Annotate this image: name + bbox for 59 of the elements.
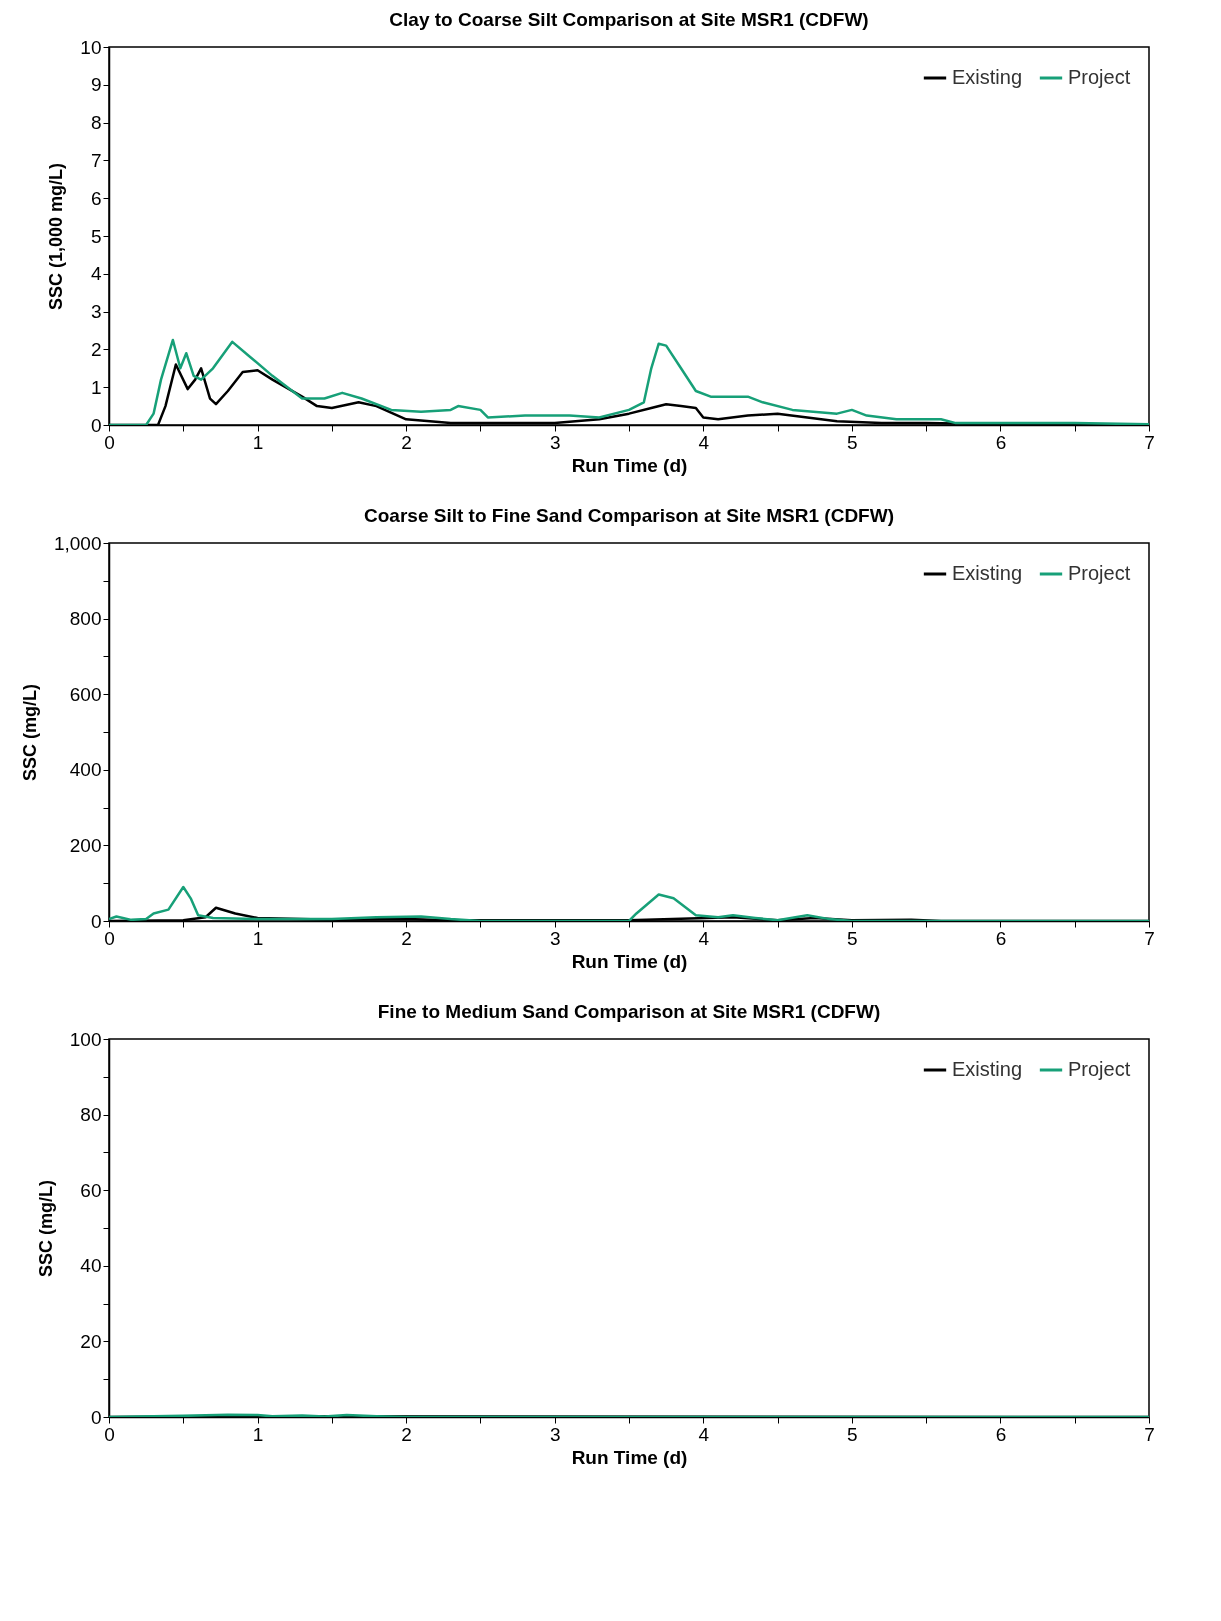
x-tick-label: 2 bbox=[401, 1423, 412, 1445]
x-tick-label: 1 bbox=[252, 1423, 264, 1445]
x-tick-label: 4 bbox=[698, 927, 710, 949]
x-tick-label: 3 bbox=[549, 431, 561, 453]
legend-label: Project bbox=[1068, 1058, 1131, 1080]
legend-label: Existing bbox=[952, 66, 1023, 88]
y-tick-label: 80 bbox=[80, 1104, 102, 1126]
x-tick-label: 4 bbox=[698, 431, 710, 453]
legend-label: Project bbox=[1068, 562, 1131, 584]
x-tick-label: 1 bbox=[252, 927, 264, 949]
legend-label: Project bbox=[1068, 66, 1131, 88]
y-tick-label: 5 bbox=[90, 225, 102, 247]
legend-label: Existing bbox=[952, 562, 1023, 584]
y-tick-label: 600 bbox=[69, 683, 102, 705]
x-tick-label: 6 bbox=[995, 1423, 1007, 1445]
x-tick-label: 1 bbox=[252, 431, 264, 453]
y-tick-label: 100 bbox=[69, 1028, 102, 1050]
y-tick-label: 10 bbox=[80, 36, 102, 58]
x-tick-label: 7 bbox=[1144, 927, 1155, 949]
y-tick-label: 0 bbox=[90, 414, 102, 436]
legend-label: Existing bbox=[952, 1058, 1023, 1080]
y-tick-label: 1,000 bbox=[53, 532, 102, 554]
x-tick-label: 6 bbox=[995, 431, 1007, 453]
chart-title: Fine to Medium Sand Comparison at Site MSR1 (CDFW) bbox=[377, 1001, 881, 1022]
x-axis-title: Run Time (d) bbox=[571, 1446, 688, 1468]
x-tick-label: 4 bbox=[698, 1423, 710, 1445]
y-tick-label: 3 bbox=[90, 301, 102, 323]
y-tick-label: 8 bbox=[90, 112, 102, 134]
x-tick-label: 2 bbox=[401, 431, 412, 453]
y-tick-label: 60 bbox=[80, 1179, 102, 1201]
y-tick-label: 6 bbox=[90, 187, 102, 209]
x-axis-title: Run Time (d) bbox=[571, 950, 688, 972]
y-tick-label: 9 bbox=[90, 74, 102, 96]
x-tick-label: 5 bbox=[847, 927, 858, 949]
y-tick-label: 4 bbox=[90, 263, 102, 285]
y-tick-label: 400 bbox=[69, 759, 102, 781]
y-tick-label: 0 bbox=[90, 1406, 102, 1428]
x-tick-label: 7 bbox=[1144, 1423, 1155, 1445]
y-tick-label: 800 bbox=[69, 608, 102, 630]
x-tick-label: 6 bbox=[995, 927, 1007, 949]
x-tick-label: 5 bbox=[847, 431, 858, 453]
y-tick-label: 40 bbox=[80, 1255, 102, 1277]
y-axis-title: SSC (mg/L) bbox=[35, 1180, 56, 1277]
x-tick-label: 3 bbox=[549, 927, 561, 949]
x-tick-label: 7 bbox=[1144, 431, 1155, 453]
y-axis-title: SSC (1,000 mg/L) bbox=[46, 162, 67, 311]
y-tick-label: 7 bbox=[90, 149, 102, 171]
x-tick-label: 2 bbox=[401, 927, 412, 949]
y-tick-label: 2 bbox=[90, 338, 102, 360]
y-axis-title: SSC (mg/L) bbox=[19, 684, 40, 781]
chart-title: Clay to Coarse Silt Comparison at Site MSR1 (CDFW) bbox=[389, 9, 869, 30]
y-tick-label: 1 bbox=[90, 376, 102, 398]
y-tick-label: 200 bbox=[69, 834, 102, 856]
x-axis-title: Run Time (d) bbox=[571, 454, 688, 476]
y-tick-label: 0 bbox=[90, 910, 102, 932]
chart-title: Coarse Silt to Fine Sand Comparison at Site MSR1 (CDFW) bbox=[364, 505, 894, 526]
x-tick-label: 3 bbox=[549, 1423, 561, 1445]
x-tick-label: 5 bbox=[847, 1423, 858, 1445]
y-tick-label: 20 bbox=[80, 1330, 102, 1352]
